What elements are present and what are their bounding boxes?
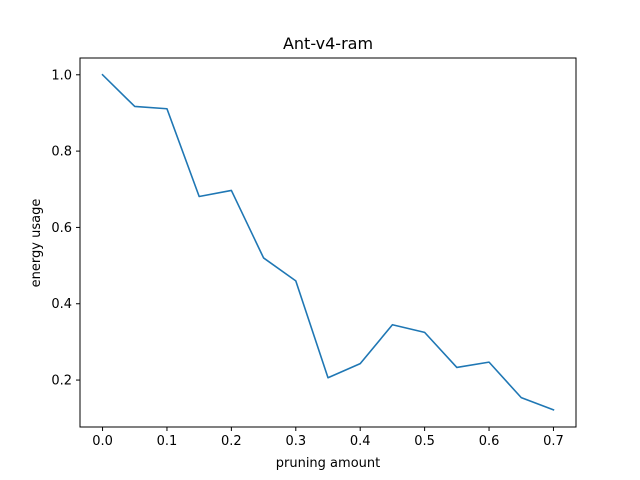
series-layer xyxy=(101,73,555,411)
y-tick-label: 0.4 xyxy=(51,297,72,312)
x-axis-ticks: 0.0 0.1 0.2 0.3 0.4 0.5 0.6 0.7 xyxy=(92,427,564,449)
x-tick-label: 0.0 xyxy=(92,434,113,449)
y-tick-label: 0.8 xyxy=(51,145,72,160)
x-tick-label: 0.4 xyxy=(350,434,371,449)
y-tick-label: 0.6 xyxy=(51,221,72,236)
y-axis-title: energy usage xyxy=(29,199,44,288)
axes-frame xyxy=(79,57,577,428)
y-tick-label: 0.2 xyxy=(51,374,72,389)
x-tick-label: 0.6 xyxy=(479,434,500,449)
x-axis-title: pruning amount xyxy=(276,456,380,471)
x-tick-label: 0.1 xyxy=(157,434,178,449)
chart-title: Ant-v4-ram xyxy=(283,34,373,53)
x-tick-label: 0.2 xyxy=(221,434,242,449)
plot-area xyxy=(79,57,577,428)
x-tick-label: 0.3 xyxy=(285,434,306,449)
y-axis-ticks: 0.2 0.4 0.6 0.8 1.0 xyxy=(51,68,80,389)
series-line xyxy=(101,73,555,411)
x-tick-label: 0.5 xyxy=(414,434,435,449)
y-tick-label: 1.0 xyxy=(51,68,72,83)
x-tick-label: 0.7 xyxy=(543,434,564,449)
